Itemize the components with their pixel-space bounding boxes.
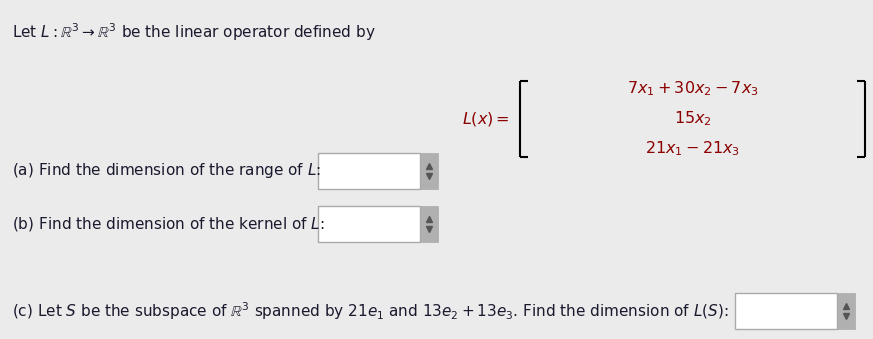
Text: (c) Let $S$ be the subspace of $\mathbb{R}^3$ spanned by $21e_1$ and $13e_2 + 13: (c) Let $S$ be the subspace of $\mathbb{… bbox=[12, 300, 729, 322]
FancyBboxPatch shape bbox=[420, 153, 438, 189]
Text: $21x_1 - 21x_3$: $21x_1 - 21x_3$ bbox=[645, 140, 740, 158]
Text: $L(x) =$: $L(x) =$ bbox=[463, 110, 510, 128]
FancyBboxPatch shape bbox=[420, 206, 438, 242]
Text: $7x_1 + 30x_2 - 7x_3$: $7x_1 + 30x_2 - 7x_3$ bbox=[627, 80, 759, 98]
FancyBboxPatch shape bbox=[318, 153, 420, 189]
Text: (a) Find the dimension of the range of $L$:: (a) Find the dimension of the range of $… bbox=[12, 161, 321, 180]
FancyBboxPatch shape bbox=[318, 206, 420, 242]
Text: (b) Find the dimension of the kernel of $L$:: (b) Find the dimension of the kernel of … bbox=[12, 215, 325, 233]
FancyBboxPatch shape bbox=[837, 293, 855, 329]
FancyBboxPatch shape bbox=[735, 293, 837, 329]
Text: Let $L : \mathbb{R}^3 \to \mathbb{R}^3$ be the linear operator defined by: Let $L : \mathbb{R}^3 \to \mathbb{R}^3$ … bbox=[12, 21, 375, 43]
Text: $15x_2$: $15x_2$ bbox=[674, 109, 711, 128]
